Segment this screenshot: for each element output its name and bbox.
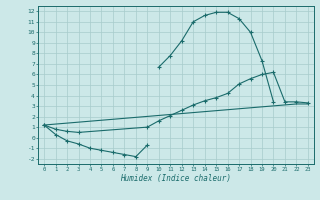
X-axis label: Humidex (Indice chaleur): Humidex (Indice chaleur) <box>121 174 231 183</box>
